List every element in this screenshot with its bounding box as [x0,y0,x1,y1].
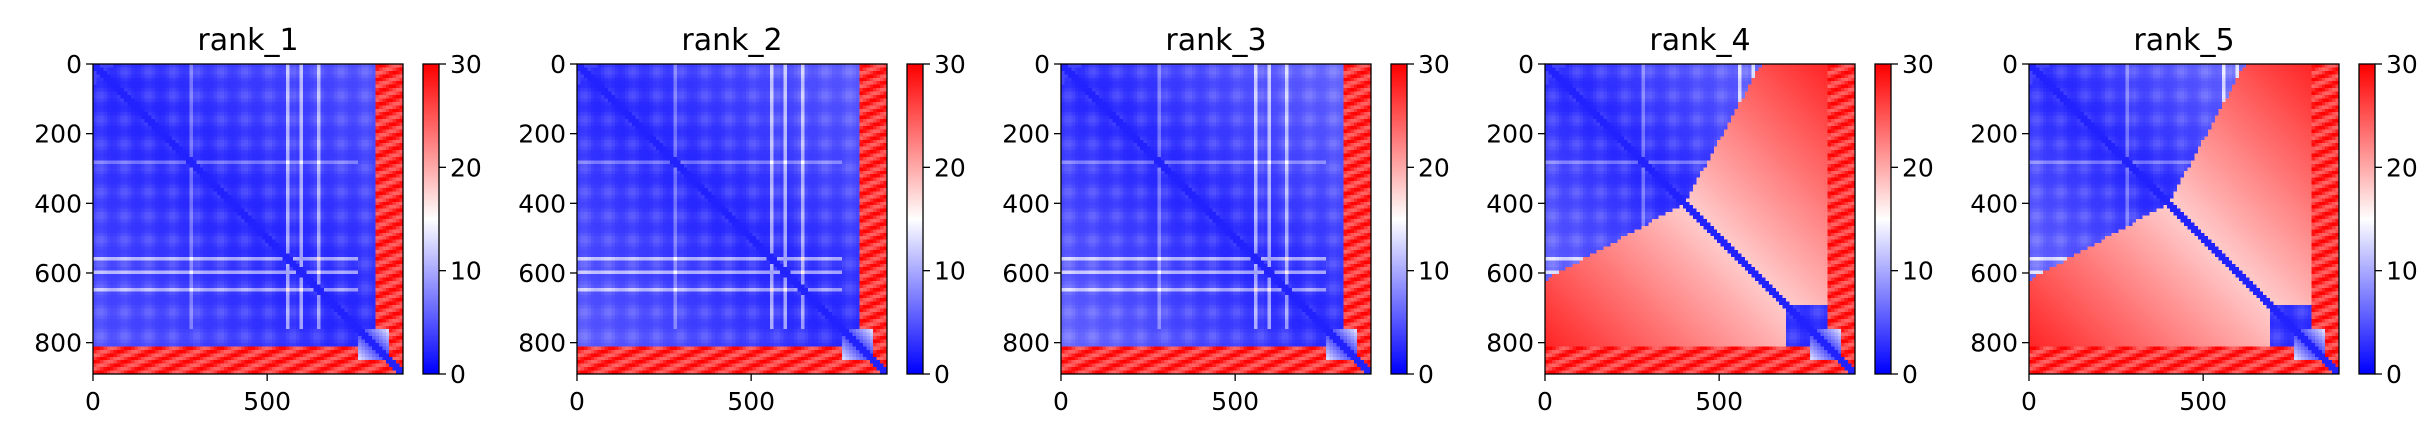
y-tick-label: 0 [1518,50,1534,79]
heatmap-frame [1544,63,1856,375]
colorbar-tick-label: 20 [1902,153,1934,182]
x-tick-label: 500 [727,387,775,416]
y-tick-label: 800 [34,329,82,358]
colorbar-frame [1874,63,1892,375]
heatmap-image [577,64,887,374]
colorbar [1875,64,1891,374]
colorbar-tick-label: 30 [1418,50,1450,79]
x-tick-label: 0 [2021,387,2037,416]
colorbar-tick-label: 30 [2386,50,2418,79]
colorbar-tick-label: 10 [2386,257,2418,286]
colorbar-tick-label: 30 [1902,50,1934,79]
colorbar-tick-label: 10 [450,257,482,286]
y-tick-label: 800 [1970,329,2018,358]
colorbar [907,64,923,374]
colorbar-tick-label: 10 [934,257,966,286]
heatmap-frame [576,63,888,375]
colorbar-tick-label: 20 [1418,153,1450,182]
heatmap-image [2029,64,2339,374]
colorbar-tick-label: 20 [450,153,482,182]
colorbar-frame [906,63,924,375]
y-tick-label: 600 [34,259,82,288]
heatmap-image [93,64,403,374]
colorbar-tick-label: 30 [934,50,966,79]
y-tick-label: 0 [66,50,82,79]
y-tick-label: 600 [1486,259,1534,288]
x-tick-label: 500 [243,387,291,416]
heatmap-image [1061,64,1371,374]
colorbar-tick-label: 20 [934,153,966,182]
panel-title: rank_5 [2133,23,2234,58]
y-tick-label: 600 [1970,259,2018,288]
y-tick-label: 400 [34,189,82,218]
colorbar-tick-label: 0 [2386,360,2402,389]
y-tick-label: 200 [1970,120,2018,149]
colorbar-frame [2358,63,2376,375]
y-tick-label: 400 [518,189,566,218]
x-tick-label: 0 [1537,387,1553,416]
y-tick-label: 800 [1486,329,1534,358]
colorbar [423,64,439,374]
y-tick-label: 0 [550,50,566,79]
y-tick-label: 0 [2002,50,2018,79]
y-tick-label: 800 [1002,329,1050,358]
colorbar-tick-label: 20 [2386,153,2418,182]
heatmap-frame [1060,63,1372,375]
colorbar [1391,64,1407,374]
x-tick-label: 0 [1053,387,1069,416]
heatmap-image [1545,64,1855,374]
x-tick-label: 500 [1211,387,1259,416]
y-tick-label: 600 [1002,259,1050,288]
colorbar-tick-label: 10 [1418,257,1450,286]
y-tick-label: 0 [1034,50,1050,79]
y-tick-label: 200 [1486,120,1534,149]
y-tick-label: 400 [1970,189,2018,218]
colorbar-tick-label: 0 [450,360,466,389]
panel-title: rank_4 [1649,23,1750,58]
y-tick-label: 200 [34,120,82,149]
y-tick-label: 800 [518,329,566,358]
panel-title: rank_3 [1165,23,1266,58]
colorbar-tick-label: 10 [1902,257,1934,286]
x-tick-label: 500 [1695,387,1743,416]
y-tick-label: 400 [1002,189,1050,218]
heatmap-frame [92,63,404,375]
panel-title: rank_1 [197,23,298,58]
colorbar-frame [422,63,440,375]
colorbar-tick-label: 0 [1902,360,1918,389]
y-tick-label: 200 [1002,120,1050,149]
colorbar-tick-label: 30 [450,50,482,79]
colorbar-tick-label: 0 [1418,360,1434,389]
y-tick-label: 600 [518,259,566,288]
x-tick-label: 0 [85,387,101,416]
heatmap-frame [2028,63,2340,375]
panel-title: rank_2 [681,23,782,58]
y-tick-label: 400 [1486,189,1534,218]
x-tick-label: 500 [2179,387,2227,416]
colorbar [2359,64,2375,374]
colorbar-frame [1390,63,1408,375]
x-tick-label: 0 [569,387,585,416]
colorbar-tick-label: 0 [934,360,950,389]
y-tick-label: 200 [518,120,566,149]
